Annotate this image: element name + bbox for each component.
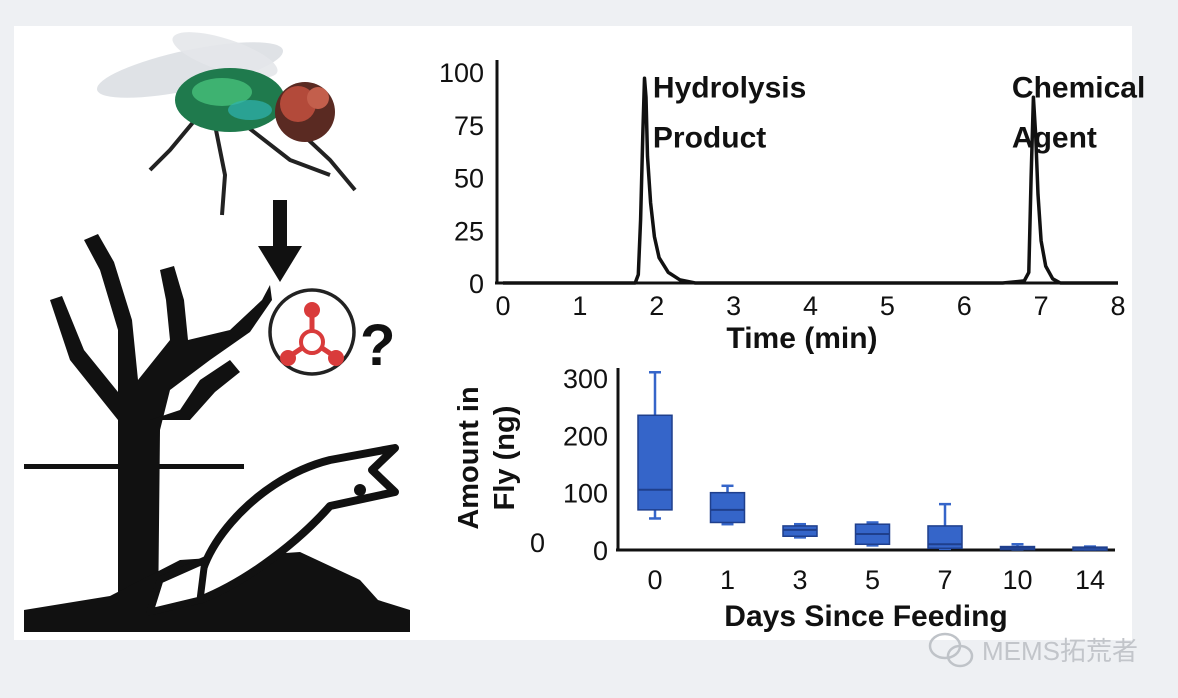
chart1-annotation-line1: Chemical [1012,71,1145,104]
chart2-x-tick-label: 5 [865,565,880,595]
chart1-x-label: Time (min) [726,322,877,355]
chart1-x-tick-label: 7 [1034,291,1049,321]
chart1-y-tick-label: 100 [439,58,484,88]
box-iqr [709,491,746,524]
chart1-annotation-line1: Hydrolysis [653,71,806,104]
chart2-y-tick-label: 100 [563,479,608,509]
chart1-annotation-line2: Agent [1012,121,1097,154]
chart1-annotation-line2: Product [653,121,766,154]
chart2-y-tick-label: 0 [593,536,608,566]
watermark: MEMS拓荒者 [928,632,1138,668]
box-iqr [637,414,673,511]
chart1-x-tick-label: 4 [803,291,818,321]
chart1-x-tick-label: 3 [726,291,741,321]
question-mark: ? [360,313,395,378]
chart2-zero-label-extra: 0 [530,528,545,558]
chart1-y-tick-label: 50 [454,164,484,194]
chart2-x-tick-label: 1 [720,565,735,595]
chart1-x-tick-label: 6 [957,291,972,321]
chart1-y-tick-label: 0 [469,269,484,299]
chromatogram-chart: 0 25 50 75 100 0 1 2 3 4 5 6 7 8 Hydrolysis Product Ch… [439,58,1145,355]
chart2-x-label: Days Since Feeding [724,600,1007,633]
chart2-x-tick-label: 7 [937,565,952,595]
box-iqr [782,525,818,537]
chart2-y-label-line1: Amount in [453,386,485,529]
environmental-hazard-icon [24,234,410,632]
chart2-y-tick-label: 200 [563,421,608,451]
box-plot-chart: 0 100 200 300 0 1 3 5 7 10 14 0 Amount in Fly (ng… [453,364,1115,633]
chart1-x-tick-label: 8 [1110,291,1125,321]
chart2-x-tick-label: 14 [1075,565,1105,595]
fly-icon [96,32,357,216]
chart2-x-tick-label: 10 [1002,565,1032,595]
chart2-y-tick-label: 300 [563,364,608,394]
wechat-icon [928,632,974,668]
chart1-x-tick-label: 1 [572,291,587,321]
chart1-x-tick-label: 2 [649,291,664,321]
chart2-y-label-line2: Fly (ng) [489,406,521,511]
chart2-x-tick-label: 0 [647,565,662,595]
chart1-y-tick-label: 75 [454,111,484,141]
down-arrow-icon [258,200,302,282]
box-iqr [927,525,963,550]
chart1-x-tick-label: 5 [880,291,895,321]
chemical-weapon-icon [268,288,356,376]
chart1-y-tick-label: 25 [454,216,484,246]
chart1-x-tick-label: 0 [495,291,510,321]
watermark-text: MEMS拓荒者 [982,636,1138,666]
chart2-x-tick-label: 3 [792,565,807,595]
chromatogram-line [503,76,1118,285]
